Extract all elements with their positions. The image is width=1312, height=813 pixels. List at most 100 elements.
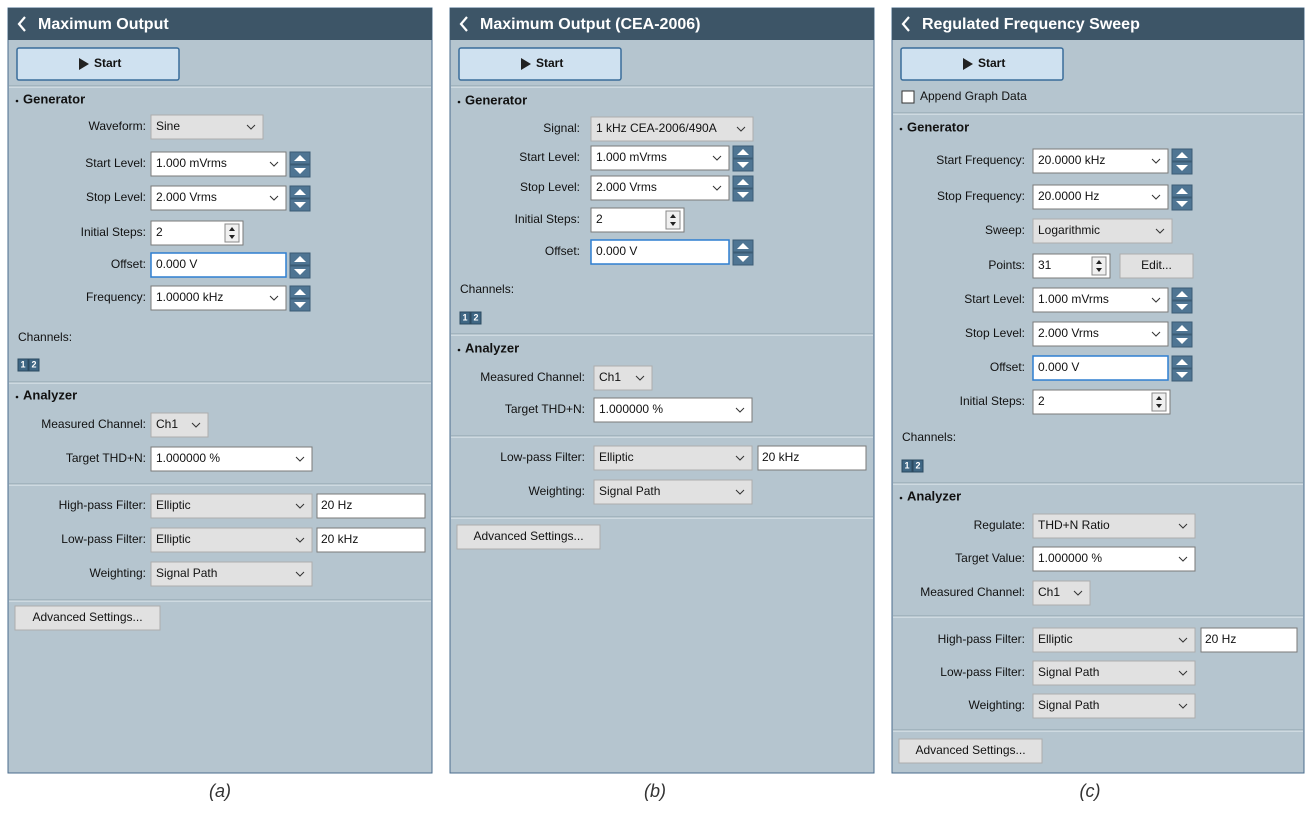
chevron-icon	[191, 422, 201, 428]
up-arrow	[294, 289, 306, 295]
dropdown[interactable]	[150, 114, 264, 140]
field-label: Weighting:	[529, 484, 585, 498]
field-label: Initial Steps:	[515, 212, 580, 226]
down-arrow	[294, 202, 306, 208]
dropdown[interactable]	[1032, 513, 1196, 539]
text-box[interactable]	[150, 252, 287, 278]
channel-button[interactable]	[459, 311, 471, 325]
down-arrow	[737, 256, 749, 262]
field-label: Start Level:	[85, 156, 146, 170]
chevron-icon	[295, 456, 305, 462]
button-label: Edit...	[1141, 258, 1172, 272]
combo-box[interactable]	[590, 145, 730, 171]
small-spin[interactable]	[665, 210, 681, 230]
dropdown[interactable]	[1032, 660, 1196, 686]
channel-button[interactable]	[901, 459, 913, 473]
down-arrow	[1176, 201, 1188, 207]
field-value: 2.000 Vrms	[1038, 326, 1099, 340]
chevron-icon	[712, 155, 722, 161]
field-value: 2	[156, 225, 163, 239]
field-label: Low-pass Filter:	[61, 532, 146, 546]
small-spin[interactable]	[224, 223, 240, 243]
channel-number: 1	[904, 460, 909, 470]
up-arrow	[737, 149, 749, 155]
combo-box[interactable]	[150, 185, 287, 211]
start-button[interactable]	[458, 47, 622, 81]
dropdown[interactable]	[1032, 627, 1196, 653]
combo-box[interactable]	[593, 397, 753, 423]
text-box[interactable]	[316, 527, 426, 553]
field-label: Initial Steps:	[960, 394, 1025, 408]
text-box[interactable]	[757, 445, 867, 471]
text-box[interactable]	[590, 239, 730, 265]
text-box[interactable]	[1200, 627, 1298, 653]
channel-button[interactable]	[28, 358, 40, 372]
combo-box[interactable]	[1032, 321, 1169, 347]
small-spin[interactable]	[1091, 256, 1107, 276]
chevron-icon	[1151, 331, 1161, 337]
back-icon[interactable]	[17, 16, 26, 32]
up-arrow	[1156, 396, 1162, 400]
combo-box[interactable]	[150, 446, 313, 472]
text-box[interactable]	[316, 493, 426, 519]
dropdown[interactable]	[590, 116, 754, 142]
back-icon[interactable]	[459, 16, 468, 32]
up-arrow	[737, 243, 749, 249]
channel-number: 2	[915, 460, 920, 470]
down-arrow	[294, 269, 306, 275]
combo-box[interactable]	[150, 151, 287, 177]
chevron-icon	[295, 537, 305, 543]
advanced-label: Advanced Settings...	[473, 529, 583, 543]
dropdown[interactable]	[1032, 693, 1196, 719]
down-arrow	[737, 192, 749, 198]
down-arrow	[1176, 165, 1188, 171]
field-value: 2.000 Vrms	[156, 190, 217, 204]
small-spin[interactable]	[1151, 392, 1167, 412]
text-box[interactable]	[1032, 355, 1169, 381]
field-value: 31	[1038, 258, 1052, 272]
combo-box[interactable]	[150, 285, 287, 311]
combo-box[interactable]	[590, 175, 730, 201]
checkbox-label: Append Graph Data	[920, 89, 1027, 103]
chevron-icon	[1178, 637, 1188, 643]
start-button[interactable]	[900, 47, 1064, 81]
numeric-box[interactable]	[1032, 389, 1171, 415]
play-icon	[963, 58, 973, 70]
down-arrow	[1176, 372, 1188, 378]
button[interactable]	[1119, 253, 1194, 279]
dropdown[interactable]	[150, 493, 313, 519]
up-arrow	[1176, 359, 1188, 365]
advanced-button[interactable]	[456, 524, 601, 550]
channel-button[interactable]	[912, 459, 924, 473]
checkbox[interactable]	[901, 90, 915, 104]
up-arrow	[670, 214, 676, 218]
dropdown[interactable]	[150, 561, 313, 587]
caption: (b)	[644, 781, 666, 801]
start-button[interactable]	[16, 47, 180, 81]
dropdown[interactable]	[1032, 218, 1173, 244]
channel-button[interactable]	[17, 358, 29, 372]
combo-box[interactable]	[1032, 184, 1169, 210]
dropdown[interactable]	[150, 527, 313, 553]
advanced-button[interactable]	[898, 738, 1043, 764]
advanced-button[interactable]	[14, 605, 161, 631]
down-arrow	[294, 168, 306, 174]
dropdown[interactable]	[593, 445, 753, 471]
channels-label: Channels:	[18, 330, 72, 344]
chevron-icon	[1178, 703, 1188, 709]
combo-box[interactable]	[1032, 287, 1169, 313]
channel-button[interactable]	[470, 311, 482, 325]
combo-box[interactable]	[1032, 546, 1196, 572]
chevron-icon	[735, 489, 745, 495]
back-icon[interactable]	[901, 16, 910, 32]
chevron-icon	[736, 126, 746, 132]
chevron-icon	[712, 185, 722, 191]
up-arrow	[294, 256, 306, 262]
field-label: Offset:	[990, 360, 1025, 374]
field-value: 1.000000 %	[1038, 551, 1102, 565]
field-label: Stop Frequency:	[937, 189, 1025, 203]
dropdown[interactable]	[593, 479, 753, 505]
field-value: 0.000 V	[596, 244, 637, 258]
combo-box[interactable]	[1032, 148, 1169, 174]
title-bar	[450, 8, 874, 40]
